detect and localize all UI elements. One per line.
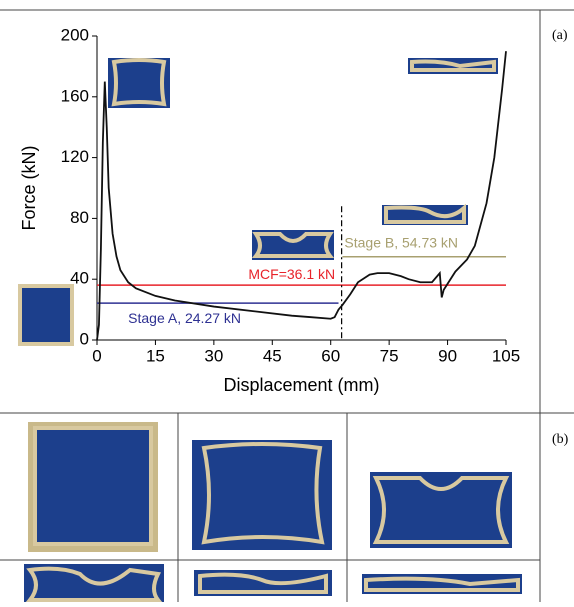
x-tick-label: 75: [380, 346, 399, 365]
y-tick-label: 40: [70, 269, 89, 288]
x-tick-label: 15: [146, 346, 165, 365]
x-axis-label: Displacement (mm): [223, 375, 379, 395]
x-tick-label: 60: [321, 346, 340, 365]
photo: [194, 570, 332, 596]
figure: (a) (b) 0: [0, 0, 574, 602]
y-axis-label: Force (kN): [19, 146, 39, 231]
photo: [24, 564, 164, 602]
x-tick-label: 90: [438, 346, 457, 365]
inset-photo: [18, 284, 74, 346]
x-tick-label: 30: [204, 346, 223, 365]
y-tick-label: 0: [80, 329, 89, 348]
panel-label: (b): [552, 432, 569, 447]
photo: [362, 574, 522, 594]
inset-photo: [408, 58, 498, 74]
y-tick-label: 80: [70, 208, 89, 227]
photo: [192, 440, 332, 550]
x-tick-label: 0: [92, 346, 101, 365]
y-tick-label: 160: [61, 86, 89, 105]
reference-label: MCF=36.1 kN: [248, 266, 335, 282]
panel-label: (a): [552, 28, 568, 43]
y-tick-label: 120: [61, 147, 89, 166]
x-tick-label: 45: [263, 346, 282, 365]
inset-photo: [252, 230, 334, 260]
inset-photo: [382, 205, 468, 225]
x-tick-label: 105: [492, 346, 520, 365]
inset-photo: [108, 58, 170, 108]
reference-label: Stage A, 24.27 kN: [128, 310, 241, 326]
reference-label: Stage B, 54.73 kN: [344, 235, 458, 251]
photo: [370, 472, 512, 548]
photo: [28, 422, 158, 552]
y-tick-label: 200: [61, 25, 89, 44]
